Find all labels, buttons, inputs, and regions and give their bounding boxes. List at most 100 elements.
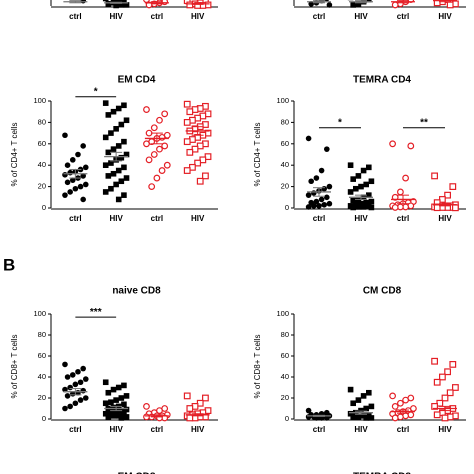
data-point: [324, 415, 330, 421]
data-point: [186, 1, 194, 9]
y-axis-label: % of CD4+ T cells: [10, 123, 19, 187]
data-point: [368, 198, 375, 205]
data-point: [150, 151, 158, 158]
x-tick-label: HIV: [109, 12, 123, 21]
data-point: [391, 414, 399, 422]
data-point: [80, 173, 86, 179]
data-point: [156, 116, 163, 124]
data-point: [313, 175, 320, 181]
data-point: [108, 185, 114, 192]
data-point: [161, 142, 169, 150]
data-point: [444, 368, 451, 376]
data-point: [439, 373, 446, 381]
data-point: [318, 167, 325, 174]
y-tick-label: 100: [33, 96, 46, 105]
data-point: [186, 148, 194, 156]
x-tick-label: HIV: [438, 12, 452, 21]
data-point: [123, 117, 130, 124]
data-point: [105, 389, 112, 396]
data-point: [113, 408, 119, 415]
data-point: [64, 162, 71, 168]
data-point: [363, 405, 369, 412]
data-point: [69, 157, 76, 163]
data-point: [62, 361, 68, 368]
data-point: [433, 378, 441, 386]
x-tick-label: ctrl: [313, 425, 325, 434]
data-point: [347, 162, 354, 168]
data-point: [143, 413, 150, 421]
data-point: [368, 204, 375, 211]
x-tick-label: ctrl: [397, 214, 409, 223]
data-point: [123, 406, 130, 413]
data-point: [368, 403, 375, 410]
data-point: [80, 365, 86, 372]
data-point: [158, 167, 166, 174]
data-point: [431, 172, 438, 180]
data-point: [355, 414, 362, 420]
data-point: [161, 110, 169, 118]
x-tick-label: ctrl: [69, 425, 81, 434]
y-tick-label: 40: [281, 372, 289, 381]
x-tick-label: HIV: [109, 214, 123, 223]
data-point: [313, 198, 320, 205]
data-point: [143, 403, 150, 410]
data-point: [102, 410, 109, 417]
data-point: [110, 108, 117, 115]
significance-label: **: [420, 117, 428, 128]
x-tick-label: ctrl: [397, 12, 409, 21]
data-point: [366, 389, 372, 396]
x-tick-label: HIV: [438, 214, 452, 223]
data-point: [118, 178, 125, 185]
data-point: [80, 143, 86, 149]
y-tick-label: 0: [285, 414, 289, 423]
data-point: [305, 204, 312, 210]
x-tick-label: ctrl: [151, 425, 163, 434]
data-point: [72, 381, 79, 388]
data-point: [431, 357, 438, 365]
significance-label: *: [338, 117, 342, 128]
data-point: [183, 138, 191, 146]
data-point: [110, 386, 117, 393]
y-tick-label: 0: [42, 414, 46, 423]
chart-title: naive CD8: [112, 286, 161, 297]
significance-label: *: [94, 86, 98, 97]
data-point: [102, 189, 109, 195]
x-tick-label: HIV: [109, 425, 123, 434]
data-point: [202, 172, 209, 180]
data-point: [115, 196, 122, 203]
data-point: [105, 1, 112, 7]
data-point: [69, 177, 76, 183]
chart-title: TEMRA CD4: [353, 75, 411, 86]
data-point: [145, 1, 153, 9]
data-point: [353, 185, 359, 192]
data-point: [113, 397, 119, 403]
data-point: [391, 193, 399, 201]
data-point: [366, 164, 372, 171]
data-point: [202, 394, 209, 402]
data-point: [407, 142, 415, 150]
data-point: [67, 403, 73, 410]
data-point: [145, 156, 153, 164]
data-point: [108, 160, 114, 166]
data-point: [350, 414, 356, 420]
data-point: [196, 177, 204, 185]
data-point: [347, 410, 354, 417]
data-point: [121, 401, 127, 408]
data-point: [350, 400, 356, 407]
y-tick-label: 80: [281, 330, 289, 339]
data-point: [363, 415, 369, 421]
y-axis-label: % of CD8+ T cells: [253, 335, 262, 399]
data-point: [355, 204, 362, 210]
data-point: [360, 167, 367, 174]
y-axis-label: % of CD8+ T cells: [10, 335, 19, 399]
data-point: [431, 403, 438, 410]
x-tick-label: HIV: [191, 214, 205, 223]
data-point: [355, 397, 362, 403]
data-point: [67, 384, 73, 391]
data-point: [67, 169, 73, 176]
data-point: [347, 386, 354, 393]
data-point: [72, 185, 79, 192]
data-point: [326, 2, 333, 8]
data-point: [110, 170, 117, 177]
